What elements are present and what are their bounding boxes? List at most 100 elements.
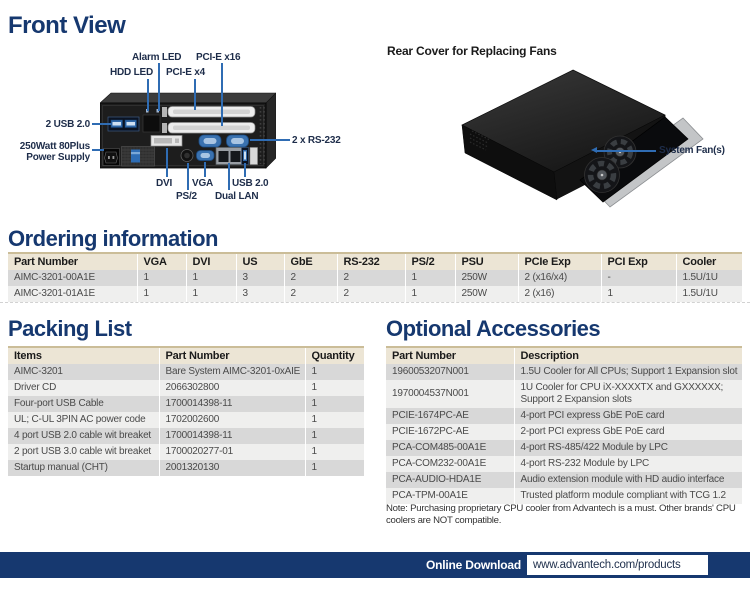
column-header: PCIe Exp: [518, 253, 602, 270]
front-view-title: Front View: [8, 12, 126, 39]
table-cell: 2-port PCI express GbE PoE card: [514, 424, 742, 440]
column-header: PS/2: [405, 253, 456, 270]
callout-label-dual-lan: Dual LAN: [215, 191, 259, 202]
column-header: GbE: [284, 253, 338, 270]
ordering-header-row: Part Number VGA DVI US GbE RS-232 PS/2 P…: [8, 253, 742, 270]
table-row: AIMC-3201-01A1E 1 1 3 2 2 1 250W 2 (x16)…: [8, 286, 742, 302]
ps2-port: [180, 149, 194, 162]
column-header: RS-232: [337, 253, 406, 270]
column-header: Part Number: [8, 253, 138, 270]
column-header: Part Number: [159, 347, 306, 364]
front-panel-module: [142, 114, 161, 133]
callout-line-usb20-bottom: [244, 163, 246, 177]
callout-label-vga: VGA: [192, 178, 214, 189]
table-cell: 1: [137, 270, 187, 286]
table-row: 2 port USB 3.0 cable wit breaket 1700020…: [8, 444, 364, 460]
table-row: AIMC-3201-00A1E 1 1 3 2 2 1 250W 2 (x16/…: [8, 270, 742, 286]
dvi-port: [150, 135, 183, 147]
footer-bar: Online Download www.advantech.com/produc…: [0, 552, 750, 578]
table-cell: 3: [236, 286, 285, 302]
table-cell: 1.5U Cooler for All CPUs; Support 1 Expa…: [514, 364, 742, 380]
accessories-title: Optional Accessories: [386, 316, 601, 341]
callout-line-pcie-x16: [221, 63, 223, 126]
column-header: PCI Exp: [601, 253, 677, 270]
vga-port: [196, 150, 215, 161]
ordering-table: Part Number VGA DVI US GbE RS-232 PS/2 P…: [8, 252, 742, 302]
table-cell: 1700014398-11: [159, 396, 306, 412]
system-fans-arrow: [591, 147, 597, 153]
table-cell: AIMC-3201: [8, 364, 160, 380]
table-cell: PCA-AUDIO-HDA1E: [386, 472, 515, 488]
table-cell: 1.5U/1U: [676, 270, 742, 286]
packing-title: Packing List: [8, 316, 132, 341]
power-inlet: [102, 148, 120, 166]
callout-label-pcie-x16: PCI-E x16: [196, 52, 241, 63]
callout-label-usb2: 2 USB 2.0: [45, 119, 91, 130]
table-cell: 1: [186, 286, 237, 302]
table-cell: 2 (x16): [518, 286, 602, 302]
table-cell: 1960053207N001: [386, 364, 515, 380]
table-cell: 2 port USB 3.0 cable wit breaket: [8, 444, 160, 460]
callout-line-dual-lan: [228, 163, 230, 190]
callout-line-dvi: [166, 148, 168, 177]
column-header: Items: [8, 347, 160, 364]
system-fan-1: [603, 135, 637, 169]
callout-line-rs232: [250, 139, 290, 141]
rear-left-face: [461, 124, 558, 201]
callout-line-hdd-led: [147, 79, 149, 111]
table-cell: PCA-COM485-00A1E: [386, 440, 515, 456]
chassis-front-drawing: [99, 92, 277, 169]
callout-line-usb2: [92, 123, 111, 125]
serial-ports: [198, 134, 249, 148]
table-cell: AIMC-3201-00A1E: [8, 270, 138, 286]
table-row: PCA-COM232-00A1E 4-port RS-232 Module by…: [386, 456, 742, 472]
table-row: PCIE-1674PC-AE 4-port PCI express GbE Po…: [386, 408, 742, 424]
table-cell: 2: [284, 286, 338, 302]
table-cell: 1: [305, 380, 364, 396]
callout-line-pcie-x4: [194, 79, 196, 110]
table-cell: 1700014398-11: [159, 428, 306, 444]
table-cell: 1: [305, 364, 364, 380]
column-header: US: [236, 253, 285, 270]
section-divider: [0, 302, 750, 303]
chassis-top-face: [99, 92, 277, 104]
callout-label-pcie-x4: PCI-E x4: [166, 67, 205, 78]
callout-line-alarm-led: [158, 63, 160, 111]
table-cell: 1U Cooler for CPU iX-XXXXTX and GXXXXXX;…: [514, 380, 742, 408]
callout-label-rs232: 2 x RS-232: [292, 135, 341, 146]
table-cell: 4-port RS-232 Module by LPC: [514, 456, 742, 472]
table-cell: 250W: [455, 286, 519, 302]
table-cell: 1.5U/1U: [676, 286, 742, 302]
column-header: Cooler: [676, 253, 742, 270]
online-download-url[interactable]: www.advantech.com/products: [527, 555, 708, 575]
table-cell: 2: [337, 270, 406, 286]
chassis-right-face: [265, 92, 277, 169]
callout-line-vga: [204, 162, 206, 177]
table-cell: 2001320130: [159, 460, 306, 476]
usb-port-bottom: [241, 147, 249, 165]
table-row: UL; C-UL 3PIN AC power code 1702002600 1: [8, 412, 364, 428]
table-row: AIMC-3201 Bare System AIMC-3201-0xAIE 1: [8, 364, 364, 380]
table-cell: UL; C-UL 3PIN AC power code: [8, 412, 160, 428]
table-cell: -: [601, 270, 677, 286]
column-header: DVI: [186, 253, 237, 270]
rear-vent-holes: [469, 130, 491, 151]
table-cell: Startup manual (CHT): [8, 460, 160, 476]
table-row: 4 port USB 2.0 cable wit breaket 1700014…: [8, 428, 364, 444]
table-cell: 1702002600: [159, 412, 306, 428]
table-cell: AIMC-3201-01A1E: [8, 286, 138, 302]
callout-label-usb20-bottom: USB 2.0: [232, 178, 269, 189]
table-cell: PCA-TPM-00A1E: [386, 488, 515, 504]
callout-line-ps2: [187, 163, 189, 190]
packing-table: Items Part Number Quantity AIMC-3201 Bar…: [8, 346, 364, 476]
blank-bracket: [249, 147, 258, 165]
accessories-table: Part Number Description 1960053207N001 1…: [386, 346, 742, 504]
table-cell: 1: [305, 444, 364, 460]
table-cell: 4-port RS-485/422 Module by LPC: [514, 440, 742, 456]
callout-line-power-supply: [92, 149, 104, 151]
table-cell: 1: [601, 286, 677, 302]
table-cell: Trusted platform module compliant with T…: [514, 488, 742, 504]
table-row: 1960053207N001 1.5U Cooler for All CPUs;…: [386, 364, 742, 380]
table-row: 1970004537N001 1U Cooler for CPU iX-XXXX…: [386, 380, 742, 408]
